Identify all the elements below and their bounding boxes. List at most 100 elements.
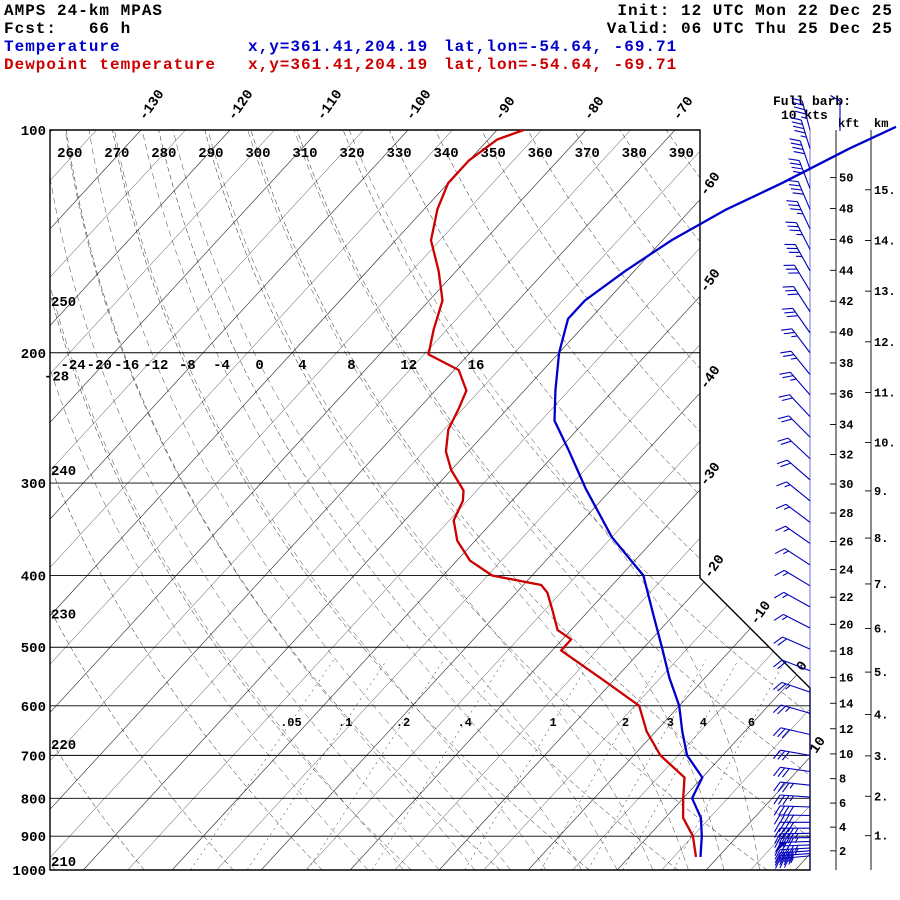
svg-text:230: 230 [51, 608, 76, 624]
svg-text:4: 4 [839, 821, 846, 835]
wind-barb [775, 503, 811, 523]
svg-text:300: 300 [245, 146, 270, 162]
svg-text:12: 12 [839, 723, 853, 737]
wind-barb [773, 805, 811, 817]
svg-text:-10: -10 [747, 598, 775, 628]
svg-text:16: 16 [468, 358, 485, 374]
svg-text:800: 800 [21, 792, 46, 808]
svg-text:11.: 11. [874, 386, 896, 400]
dewpoint-legend-label: Dewpoint temperature [4, 56, 217, 74]
svg-text:-40: -40 [697, 363, 725, 393]
svg-text:0: 0 [794, 659, 812, 675]
wind-barb [772, 681, 811, 693]
wind-barb [773, 781, 811, 793]
svg-text:240: 240 [51, 464, 76, 480]
svg-text:300: 300 [21, 477, 46, 493]
valid-time: Valid: 06 UTC Thu 25 Dec 25 [606, 20, 893, 38]
svg-text:2: 2 [839, 845, 846, 859]
svg-text:7.: 7. [874, 578, 888, 592]
svg-text:50: 50 [839, 172, 853, 186]
svg-text:6.: 6. [874, 623, 888, 637]
svg-text:8: 8 [839, 773, 846, 787]
svg-text:.1: .1 [338, 716, 352, 730]
wind-barb [778, 394, 811, 418]
svg-text:-100: -100 [403, 87, 435, 124]
svg-text:.4: .4 [458, 716, 472, 730]
wind-barb [773, 613, 811, 629]
svg-text:2.: 2. [874, 790, 888, 804]
wind-barb [775, 525, 811, 544]
kft-axis-title: kft [838, 117, 860, 131]
svg-text:24: 24 [839, 564, 853, 578]
svg-text:200: 200 [21, 347, 46, 363]
wind-barb [774, 591, 811, 608]
wind-barb [788, 158, 811, 189]
svg-text:32: 32 [839, 449, 853, 463]
wind-barb [776, 481, 811, 502]
wind-barb [789, 138, 811, 170]
wind-barb [772, 749, 811, 761]
km-axis-title: km [874, 117, 888, 131]
svg-text:44: 44 [839, 264, 853, 278]
svg-text:13.: 13. [874, 285, 896, 299]
wind-barb [774, 827, 810, 838]
wind-barb [773, 766, 811, 778]
svg-text:3: 3 [667, 716, 674, 730]
svg-text:700: 700 [21, 749, 46, 765]
svg-text:5.: 5. [874, 666, 888, 680]
wind-barb [773, 794, 811, 806]
svg-text:3.: 3. [874, 750, 888, 764]
svg-text:10.: 10. [874, 436, 896, 450]
full-barb-value: 10 kts [781, 108, 828, 123]
wind-barb [781, 307, 811, 334]
svg-text:10: 10 [807, 734, 830, 757]
temperature-latlon: lat,lon=-54.64, -69.71 [444, 38, 678, 56]
svg-text:46: 46 [839, 233, 853, 247]
svg-text:-8: -8 [179, 358, 196, 374]
svg-text:0: 0 [255, 358, 263, 374]
svg-text:14: 14 [839, 697, 853, 711]
svg-text:500: 500 [21, 641, 46, 657]
wind-barb [774, 847, 811, 860]
svg-text:370: 370 [575, 146, 600, 162]
wind-barb [774, 821, 810, 833]
wind-barb [773, 636, 811, 650]
svg-text:10: 10 [839, 748, 853, 762]
svg-text:1000: 1000 [12, 864, 46, 880]
svg-text:-70: -70 [670, 94, 698, 124]
svg-text:-60: -60 [697, 170, 725, 200]
wind-barb [785, 221, 811, 250]
wind-barbs [772, 97, 811, 870]
svg-text:-28: -28 [44, 370, 69, 386]
svg-text:320: 320 [339, 146, 364, 162]
svg-text:-50: -50 [697, 266, 725, 296]
svg-text:14.: 14. [874, 234, 896, 248]
svg-text:900: 900 [21, 830, 46, 846]
temperature-grid-xy: x,y=361.41,204.19 [248, 38, 429, 56]
svg-text:-12: -12 [143, 358, 168, 374]
svg-text:-4: -4 [213, 358, 230, 374]
svg-text:390: 390 [669, 146, 694, 162]
svg-text:42: 42 [839, 295, 853, 309]
svg-text:280: 280 [151, 146, 176, 162]
wind-barb [783, 264, 811, 292]
wind-barb [780, 328, 811, 354]
dewpoint-curve [427, 128, 698, 858]
wind-barb [774, 548, 811, 566]
svg-text:28: 28 [839, 507, 853, 521]
altitude-scales: kft km50484644424038363432302826242220181… [830, 117, 896, 870]
wind-barb [784, 243, 811, 272]
svg-text:26: 26 [839, 536, 853, 550]
forecast-hour: Fcst: 66 h [4, 20, 132, 38]
svg-text:-130: -130 [136, 87, 168, 124]
temperature-legend-label: Temperature [4, 38, 121, 56]
svg-text:4: 4 [298, 358, 306, 374]
svg-text:270: 270 [104, 146, 129, 162]
wind-barb [774, 844, 811, 856]
svg-text:.05: .05 [280, 716, 302, 730]
wind-barb [790, 117, 811, 149]
full-barb-sample [830, 95, 841, 131]
temperature-curve [553, 125, 897, 857]
wind-barb [774, 850, 811, 864]
